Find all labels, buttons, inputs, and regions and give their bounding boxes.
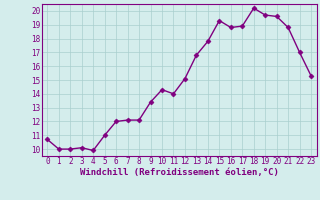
X-axis label: Windchill (Refroidissement éolien,°C): Windchill (Refroidissement éolien,°C) [80,168,279,177]
